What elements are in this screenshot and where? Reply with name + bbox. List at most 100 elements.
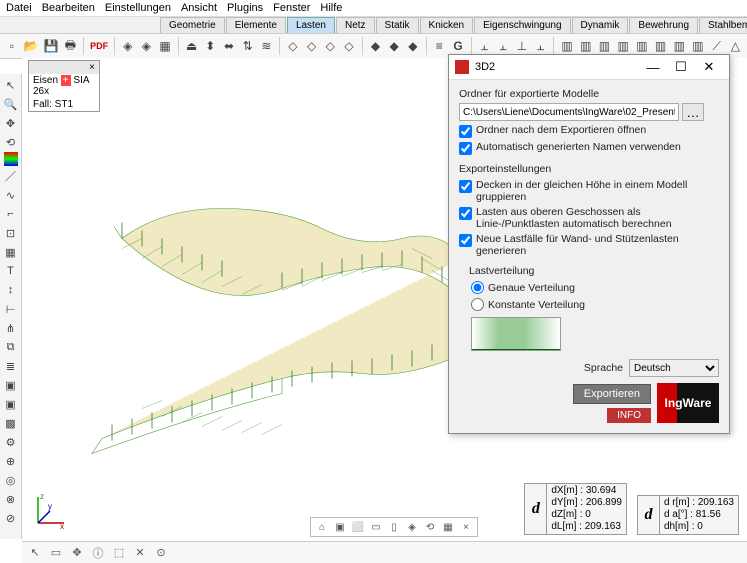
tab-bewehrung[interactable]: Bewehrung bbox=[629, 17, 698, 33]
close-icon[interactable]: × bbox=[89, 62, 95, 73]
tl3-icon[interactable]: ⊗ bbox=[1, 490, 21, 508]
node-icon[interactable]: ⊡ bbox=[1, 224, 21, 242]
shape3-icon[interactable]: ◇ bbox=[322, 36, 338, 56]
tl4-icon[interactable]: ⊘ bbox=[1, 509, 21, 527]
path-icon[interactable]: ⌐ bbox=[1, 205, 21, 223]
shape7-icon[interactable]: ◆ bbox=[405, 36, 421, 56]
bar1-icon[interactable]: ▥ bbox=[559, 36, 575, 56]
btm-snap-icon[interactable]: ⊙ bbox=[152, 544, 170, 562]
export-path-input[interactable] bbox=[459, 103, 679, 121]
export-button[interactable]: Exportieren bbox=[573, 384, 651, 404]
view1-icon[interactable]: ▣ bbox=[1, 376, 21, 394]
save-icon[interactable]: 💾 bbox=[43, 36, 60, 56]
layer-icon[interactable]: ≣ bbox=[1, 357, 21, 375]
zoom-icon[interactable]: 🔍 bbox=[1, 95, 21, 113]
chart1-icon[interactable]: ⫠ bbox=[477, 36, 493, 56]
info-button[interactable]: INFO bbox=[607, 408, 651, 423]
menu-view[interactable]: Ansicht bbox=[181, 2, 217, 14]
chk-auto-names[interactable] bbox=[459, 142, 472, 155]
tool-d-icon[interactable]: ⇅ bbox=[240, 36, 256, 56]
tab-netz[interactable]: Netz bbox=[336, 17, 375, 33]
tl1-icon[interactable]: ⊕ bbox=[1, 452, 21, 470]
chk-open-after-export[interactable] bbox=[459, 125, 472, 138]
view3-icon[interactable]: ▩ bbox=[1, 414, 21, 432]
print-icon[interactable]: 🖶 bbox=[63, 36, 79, 56]
browse-button[interactable]: … bbox=[682, 103, 704, 121]
view2-icon[interactable]: ▣ bbox=[1, 395, 21, 413]
shape4-icon[interactable]: ◇ bbox=[341, 36, 357, 56]
tool-e-icon[interactable]: ≋ bbox=[259, 36, 275, 56]
tab-lasten[interactable]: Lasten bbox=[287, 17, 335, 33]
chart4-icon[interactable]: ⫠ bbox=[533, 36, 549, 56]
tab-knicken[interactable]: Knicken bbox=[420, 17, 474, 33]
radio-exact-distribution[interactable] bbox=[471, 281, 484, 294]
language-select[interactable]: Deutsch bbox=[629, 359, 719, 377]
people-icon[interactable]: ⋔ bbox=[1, 319, 21, 337]
btm-cursor-icon[interactable]: ↖ bbox=[26, 544, 44, 562]
menu-file[interactable]: Datei bbox=[6, 2, 32, 14]
menu-settings[interactable]: Einstellungen bbox=[105, 2, 171, 14]
tool-a-icon[interactable]: ⏏ bbox=[184, 36, 200, 56]
open-icon[interactable]: 📂 bbox=[23, 36, 40, 56]
tab-eigenschwingung[interactable]: Eigenschwingung bbox=[474, 17, 570, 33]
bar4-icon[interactable]: ▥ bbox=[615, 36, 631, 56]
bar2-icon[interactable]: ▥ bbox=[578, 36, 594, 56]
link-icon[interactable]: ⧉ bbox=[1, 338, 21, 356]
bar7-icon[interactable]: ▥ bbox=[671, 36, 687, 56]
new-icon[interactable]: ▫ bbox=[4, 36, 20, 56]
colorbar-icon[interactable] bbox=[4, 152, 18, 166]
vc-iso-icon[interactable]: ◈ bbox=[404, 519, 420, 535]
tool-c-icon[interactable]: ⬌ bbox=[221, 36, 237, 56]
list-icon[interactable]: ≡ bbox=[431, 36, 447, 56]
close-dialog-icon[interactable]: ✕ bbox=[695, 59, 723, 75]
vc-rot-icon[interactable]: ⟲ bbox=[422, 519, 438, 535]
pan-icon[interactable]: ✥ bbox=[1, 114, 21, 132]
btm-info-icon[interactable]: ⓘ bbox=[89, 544, 107, 562]
config-icon[interactable]: ▦ bbox=[157, 36, 173, 56]
line-icon[interactable]: ／ bbox=[1, 167, 21, 185]
extra2-icon[interactable]: △ bbox=[728, 36, 744, 56]
radio-constant-distribution[interactable] bbox=[471, 298, 484, 311]
g-icon[interactable]: G bbox=[450, 36, 466, 56]
vc-grid-icon[interactable]: ▦ bbox=[440, 519, 456, 535]
tab-stahlbemessung[interactable]: Stahlbemessung bbox=[699, 17, 747, 33]
vc-fit-icon[interactable]: ▣ bbox=[332, 519, 348, 535]
vc-front-icon[interactable]: ▭ bbox=[368, 519, 384, 535]
caliper-icon[interactable]: ⊢ bbox=[1, 300, 21, 318]
gear-icon[interactable]: ⚙ bbox=[1, 433, 21, 451]
tab-elemente[interactable]: Elemente bbox=[226, 17, 286, 33]
bar6-icon[interactable]: ▥ bbox=[653, 36, 669, 56]
curve-icon[interactable]: ∿ bbox=[1, 186, 21, 204]
layers-icon[interactable]: ◈ bbox=[120, 36, 136, 56]
shape6-icon[interactable]: ◆ bbox=[386, 36, 402, 56]
tl2-icon[interactable]: ◎ bbox=[1, 471, 21, 489]
pdf-icon[interactable]: PDF bbox=[89, 36, 109, 56]
bar8-icon[interactable]: ▥ bbox=[690, 36, 706, 56]
dim-icon[interactable]: ↕ bbox=[1, 281, 21, 299]
tool-b-icon[interactable]: ⬍ bbox=[202, 36, 218, 56]
extra1-icon[interactable]: ⟋ bbox=[709, 36, 725, 56]
cursor-icon[interactable]: ↖ bbox=[1, 76, 21, 94]
bar3-icon[interactable]: ▥ bbox=[597, 36, 613, 56]
rotate-icon[interactable]: ⟲ bbox=[1, 133, 21, 151]
chart2-icon[interactable]: ⫠ bbox=[495, 36, 511, 56]
vc-close-icon[interactable]: × bbox=[458, 519, 474, 535]
vc-home-icon[interactable]: ⌂ bbox=[314, 519, 330, 535]
minimize-icon[interactable]: — bbox=[639, 60, 667, 75]
btm-cross-icon[interactable]: ✕ bbox=[131, 544, 149, 562]
menu-plugins[interactable]: Plugins bbox=[227, 2, 263, 14]
shape2-icon[interactable]: ◇ bbox=[304, 36, 320, 56]
chart3-icon[interactable]: ⊥ bbox=[514, 36, 530, 56]
btm-sel-icon[interactable]: ⬚ bbox=[110, 544, 128, 562]
bar5-icon[interactable]: ▥ bbox=[634, 36, 650, 56]
material-panel[interactable]: × Eisen + SIA 26x Fall: ST1 bbox=[28, 60, 100, 112]
maximize-icon[interactable]: ☐ bbox=[667, 59, 695, 75]
chk-group-floors[interactable] bbox=[459, 180, 472, 193]
btm-hand-icon[interactable]: ✥ bbox=[68, 544, 86, 562]
menu-edit[interactable]: Bearbeiten bbox=[42, 2, 95, 14]
chk-loads-auto[interactable] bbox=[459, 207, 472, 220]
tab-dynamik[interactable]: Dynamik bbox=[572, 17, 629, 33]
tab-statik[interactable]: Statik bbox=[376, 17, 419, 33]
chk-new-loadcases[interactable] bbox=[459, 234, 472, 247]
shape5-icon[interactable]: ◆ bbox=[368, 36, 384, 56]
